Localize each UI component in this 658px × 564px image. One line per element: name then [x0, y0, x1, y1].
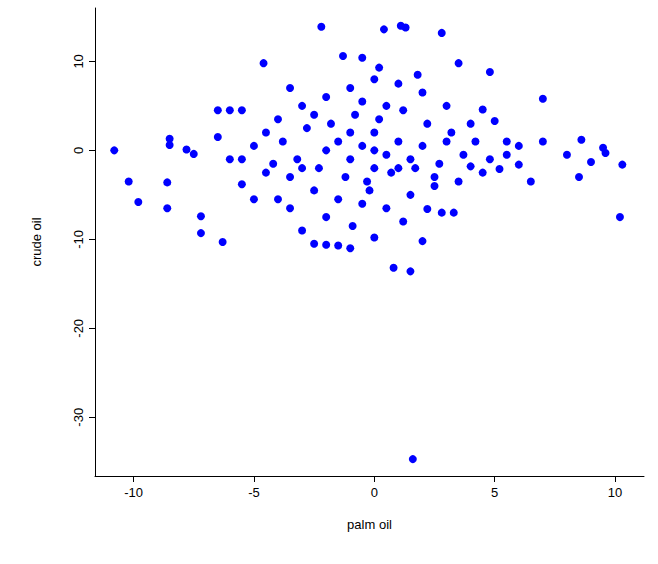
svg-text:-30: -30 [71, 408, 86, 427]
svg-text:-5: -5 [248, 485, 260, 500]
svg-text:crude oil: crude oil [29, 217, 44, 266]
svg-text:5: 5 [491, 485, 498, 500]
svg-text:palm oil: palm oil [347, 517, 392, 532]
svg-text:10: 10 [71, 54, 86, 68]
svg-text:-10: -10 [124, 485, 143, 500]
svg-text:0: 0 [71, 147, 86, 154]
svg-text:-20: -20 [71, 319, 86, 338]
svg-text:0: 0 [371, 485, 378, 500]
svg-text:10: 10 [608, 485, 622, 500]
svg-text:-10: -10 [71, 230, 86, 249]
